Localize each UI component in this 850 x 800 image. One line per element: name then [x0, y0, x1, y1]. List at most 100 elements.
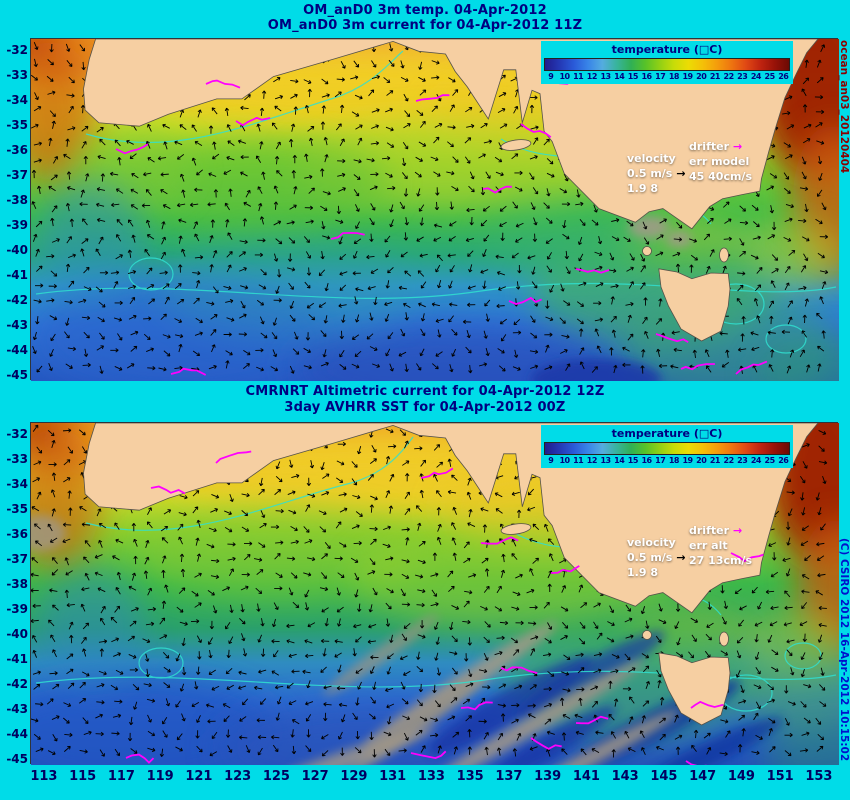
- current-arrow: [705, 633, 712, 641]
- current-arrow: [260, 510, 266, 519]
- sst-blob: [141, 508, 421, 598]
- current-arrow: [338, 236, 343, 245]
- current-arrow: [117, 333, 123, 341]
- current-arrow: [175, 653, 181, 662]
- colorbar-tick: 21: [709, 456, 721, 465]
- current-arrow: [370, 655, 379, 660]
- current-arrow: [611, 236, 620, 242]
- current-arrow: [819, 701, 827, 707]
- current-arrow: [498, 92, 507, 98]
- current-arrow: [258, 669, 267, 674]
- colorbar: [544, 442, 790, 455]
- current-arrow: [562, 713, 571, 720]
- current-arrow: [83, 155, 88, 165]
- current-arrow: [112, 713, 122, 719]
- current-arrow: [752, 235, 761, 240]
- current-arrow: [815, 122, 823, 128]
- current-arrow: [655, 635, 662, 643]
- current-arrow: [240, 604, 245, 613]
- current-arrow: [242, 218, 248, 227]
- current-arrow: [545, 316, 554, 322]
- current-arrow: [256, 569, 264, 575]
- current-arrow: [542, 652, 552, 657]
- current-arrow: [673, 237, 683, 242]
- current-arrow: [288, 587, 294, 596]
- current-arrow: [784, 750, 792, 757]
- colorbar-ticks: 9 10 11 12 13 14 15 16 17 18 19 20 21 22 23 24 25 26: [544, 72, 790, 81]
- current-arrow: [399, 655, 408, 661]
- current-arrow: [803, 123, 812, 129]
- current-arrow: [339, 330, 344, 340]
- current-arrow: [801, 602, 808, 610]
- current-arrow: [372, 587, 378, 596]
- current-arrow: [290, 79, 299, 84]
- current-arrow: [194, 681, 199, 690]
- current-arrow: [415, 729, 423, 736]
- current-arrow: [161, 236, 166, 245]
- current-arrow: [194, 255, 204, 260]
- y-tick-label: -44: [6, 726, 28, 741]
- current-arrow: [515, 222, 524, 228]
- current-arrow: [674, 714, 679, 723]
- current-arrow: [688, 651, 695, 659]
- y-tick-label: -34: [6, 477, 28, 492]
- current-arrow: [819, 296, 824, 305]
- current-arrow: [385, 490, 391, 499]
- current-arrow: [335, 123, 342, 131]
- current-arrow: [801, 731, 810, 736]
- current-arrow: [305, 745, 312, 753]
- current-arrow: [431, 105, 438, 112]
- colorbar-tick: 13: [600, 72, 611, 81]
- current-arrow: [514, 170, 523, 176]
- current-arrow: [273, 602, 279, 611]
- current-arrow: [113, 652, 121, 657]
- current-arrow: [480, 269, 489, 274]
- current-arrow: [478, 719, 487, 724]
- current-arrow: [276, 696, 282, 705]
- current-arrow: [787, 300, 793, 308]
- current-arrow: [689, 264, 694, 273]
- current-arrow: [499, 205, 507, 212]
- current-arrow: [258, 284, 267, 290]
- current-arrow: [304, 205, 314, 210]
- current-arrow: [352, 494, 361, 500]
- current-arrow: [784, 217, 793, 222]
- current-arrow: [548, 553, 554, 562]
- current-arrow: [561, 334, 570, 339]
- current-arrow: [370, 696, 376, 704]
- velocity-max: 1.9 8: [627, 182, 658, 195]
- current-arrow: [36, 265, 43, 272]
- sst-blob: [517, 630, 665, 720]
- current-arrow: [355, 204, 360, 212]
- current-arrow: [655, 318, 663, 325]
- current-arrow: [292, 154, 297, 164]
- current-arrow: [352, 250, 358, 259]
- current-arrow: [256, 123, 261, 132]
- x-tick-label: 147: [689, 769, 717, 784]
- current-arrow: [563, 173, 569, 182]
- current-arrow: [355, 314, 360, 323]
- current-arrow: [767, 330, 776, 335]
- current-arrow: [751, 586, 758, 594]
- current-arrow: [736, 297, 743, 306]
- current-arrow: [751, 750, 760, 755]
- map-panel-bottom: temperature (□C) 9 10 11 12 13 14 15 16 17 18 19 20…: [30, 422, 839, 765]
- current-arrow: [784, 282, 790, 291]
- current-arrow: [254, 252, 264, 258]
- current-arrow: [110, 684, 119, 691]
- current-arrow: [162, 283, 170, 290]
- current-arrow: [163, 509, 172, 515]
- current-arrow: [751, 204, 759, 211]
- current-arrow: [32, 477, 41, 483]
- current-arrow: [451, 667, 458, 675]
- current-arrow: [194, 187, 203, 192]
- y-tick-label: -37: [6, 168, 28, 183]
- current-arrow: [143, 333, 151, 341]
- current-arrow: [658, 717, 666, 724]
- current-arrow: [322, 473, 330, 479]
- current-arrow: [529, 95, 538, 100]
- current-arrow: [723, 236, 732, 242]
- current-arrow: [512, 748, 518, 757]
- current-arrow: [449, 364, 454, 373]
- current-arrow: [369, 346, 378, 351]
